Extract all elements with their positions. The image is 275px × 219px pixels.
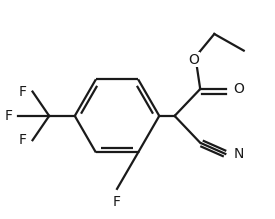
Text: N: N [233,147,244,161]
Text: F: F [113,195,121,209]
Text: O: O [233,82,244,96]
Text: O: O [188,53,199,67]
Text: F: F [5,109,13,123]
Text: F: F [19,133,27,147]
Text: F: F [19,85,27,99]
